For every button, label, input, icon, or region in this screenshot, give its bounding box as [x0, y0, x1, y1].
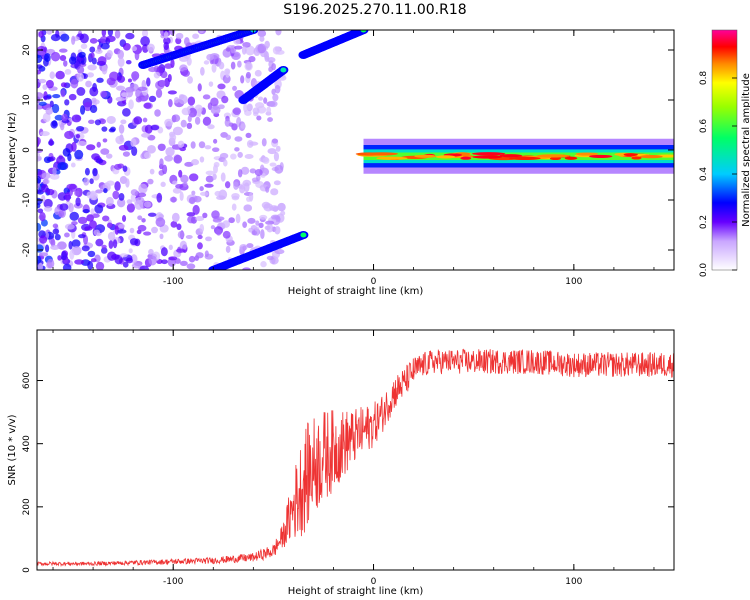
y-tick-label: 600 — [22, 372, 32, 389]
snr-panel: -100 0 100 0 200 400 600 Height of straight li… — [7, 329, 675, 597]
figure-title: S196.2025.270.11.00.R18 — [283, 2, 467, 18]
y-tick-label: 10 — [22, 94, 32, 106]
colorbar-tick-label: 0.4 — [699, 167, 709, 182]
spectral-feature — [208, 231, 309, 270]
x-tick-label: 100 — [565, 577, 582, 587]
y-tick-label: -20 — [22, 242, 32, 257]
x-axis-label: Height of straight line (km) — [288, 286, 424, 297]
snr-series-line — [37, 348, 674, 567]
colorbar: 0.0 0.2 0.4 0.6 0.8 Normalized spectral ampl… — [699, 29, 750, 278]
spectrogram-image — [37, 30, 674, 270]
y-tick-label: 20 — [22, 44, 32, 56]
y-axis-label: SNR (10 * v/v) — [7, 414, 18, 485]
spectral-feature — [355, 138, 674, 174]
spectral-feature — [37, 30, 287, 270]
y-tick-label: 0 — [22, 147, 32, 153]
colorbar-tick-label: 0.0 — [699, 263, 709, 278]
y-tick-label: -10 — [22, 192, 32, 207]
y-tick-label: 0 — [22, 567, 32, 573]
y-tick-label: 200 — [22, 498, 32, 515]
spectral-feature — [238, 66, 289, 104]
x-axis-label: Height of straight line (km) — [288, 586, 424, 597]
spectral-feature — [298, 30, 369, 59]
y-axis-label: Frequency (Hz) — [7, 112, 18, 188]
colorbar-tick-label: 0.8 — [699, 71, 709, 86]
spectral-feature — [138, 30, 259, 69]
y-tick-label: 400 — [22, 435, 32, 452]
colorbar-tick-label: 0.6 — [699, 119, 709, 134]
snr-frame — [36, 329, 675, 571]
colorbar-tick-label: 0.2 — [699, 215, 709, 229]
x-tick-label: 100 — [565, 277, 582, 287]
colorbar-gradient — [711, 29, 738, 271]
x-tick-label: -100 — [163, 277, 184, 287]
x-tick-label: 0 — [371, 277, 377, 287]
x-tick-label: -100 — [163, 577, 184, 587]
x-tick-label: 0 — [371, 577, 377, 587]
colorbar-label: Normalized spectral amplitude — [741, 73, 750, 227]
